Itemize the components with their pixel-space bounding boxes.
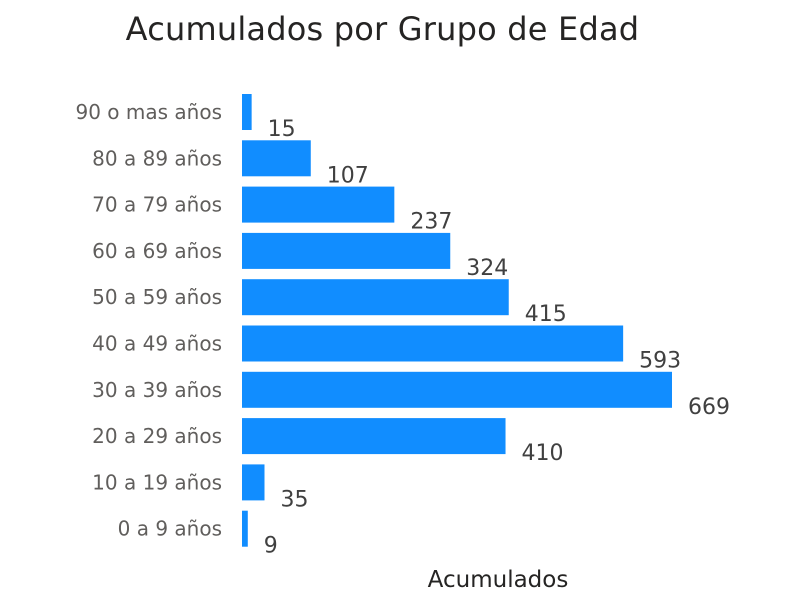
category-label: 20 a 29 años: [92, 424, 222, 448]
bar[interactable]: [242, 140, 311, 177]
data-label: 9: [264, 534, 278, 559]
category-label: 70 a 79 años: [92, 193, 222, 217]
category-label: 80 a 89 años: [92, 146, 222, 170]
bar[interactable]: [242, 279, 509, 316]
data-label: 35: [280, 487, 308, 512]
bar[interactable]: [242, 371, 672, 408]
category-label: 90 o mas años: [75, 100, 222, 124]
data-label: 324: [466, 256, 508, 281]
data-label: 669: [688, 395, 730, 420]
data-label: 593: [639, 349, 681, 374]
data-label: 410: [522, 441, 564, 466]
chart-title: Acumulados por Grupo de Edad: [125, 10, 640, 48]
bar[interactable]: [242, 418, 506, 455]
bar[interactable]: [242, 464, 265, 501]
category-label: 50 a 59 años: [92, 285, 222, 309]
data-label: 415: [525, 302, 567, 327]
x-axis-title: Acumulados: [428, 567, 569, 593]
category-label: 0 a 9 años: [118, 517, 222, 541]
data-label: 107: [327, 163, 369, 188]
bar[interactable]: [242, 325, 624, 362]
category-label: 30 a 39 años: [92, 378, 222, 402]
category-label: 40 a 49 años: [92, 332, 222, 356]
bars-group: 90 o mas años 15 80 a 89 años 107 70 a 79 añ…: [75, 94, 730, 559]
bar[interactable]: [242, 94, 252, 130]
bar[interactable]: [242, 186, 395, 223]
data-label: 15: [268, 117, 296, 142]
bar[interactable]: [242, 232, 451, 269]
category-label: 60 a 69 años: [92, 239, 222, 263]
category-label: 10 a 19 años: [92, 470, 222, 494]
data-label: 237: [410, 210, 452, 235]
bar[interactable]: [242, 510, 248, 547]
